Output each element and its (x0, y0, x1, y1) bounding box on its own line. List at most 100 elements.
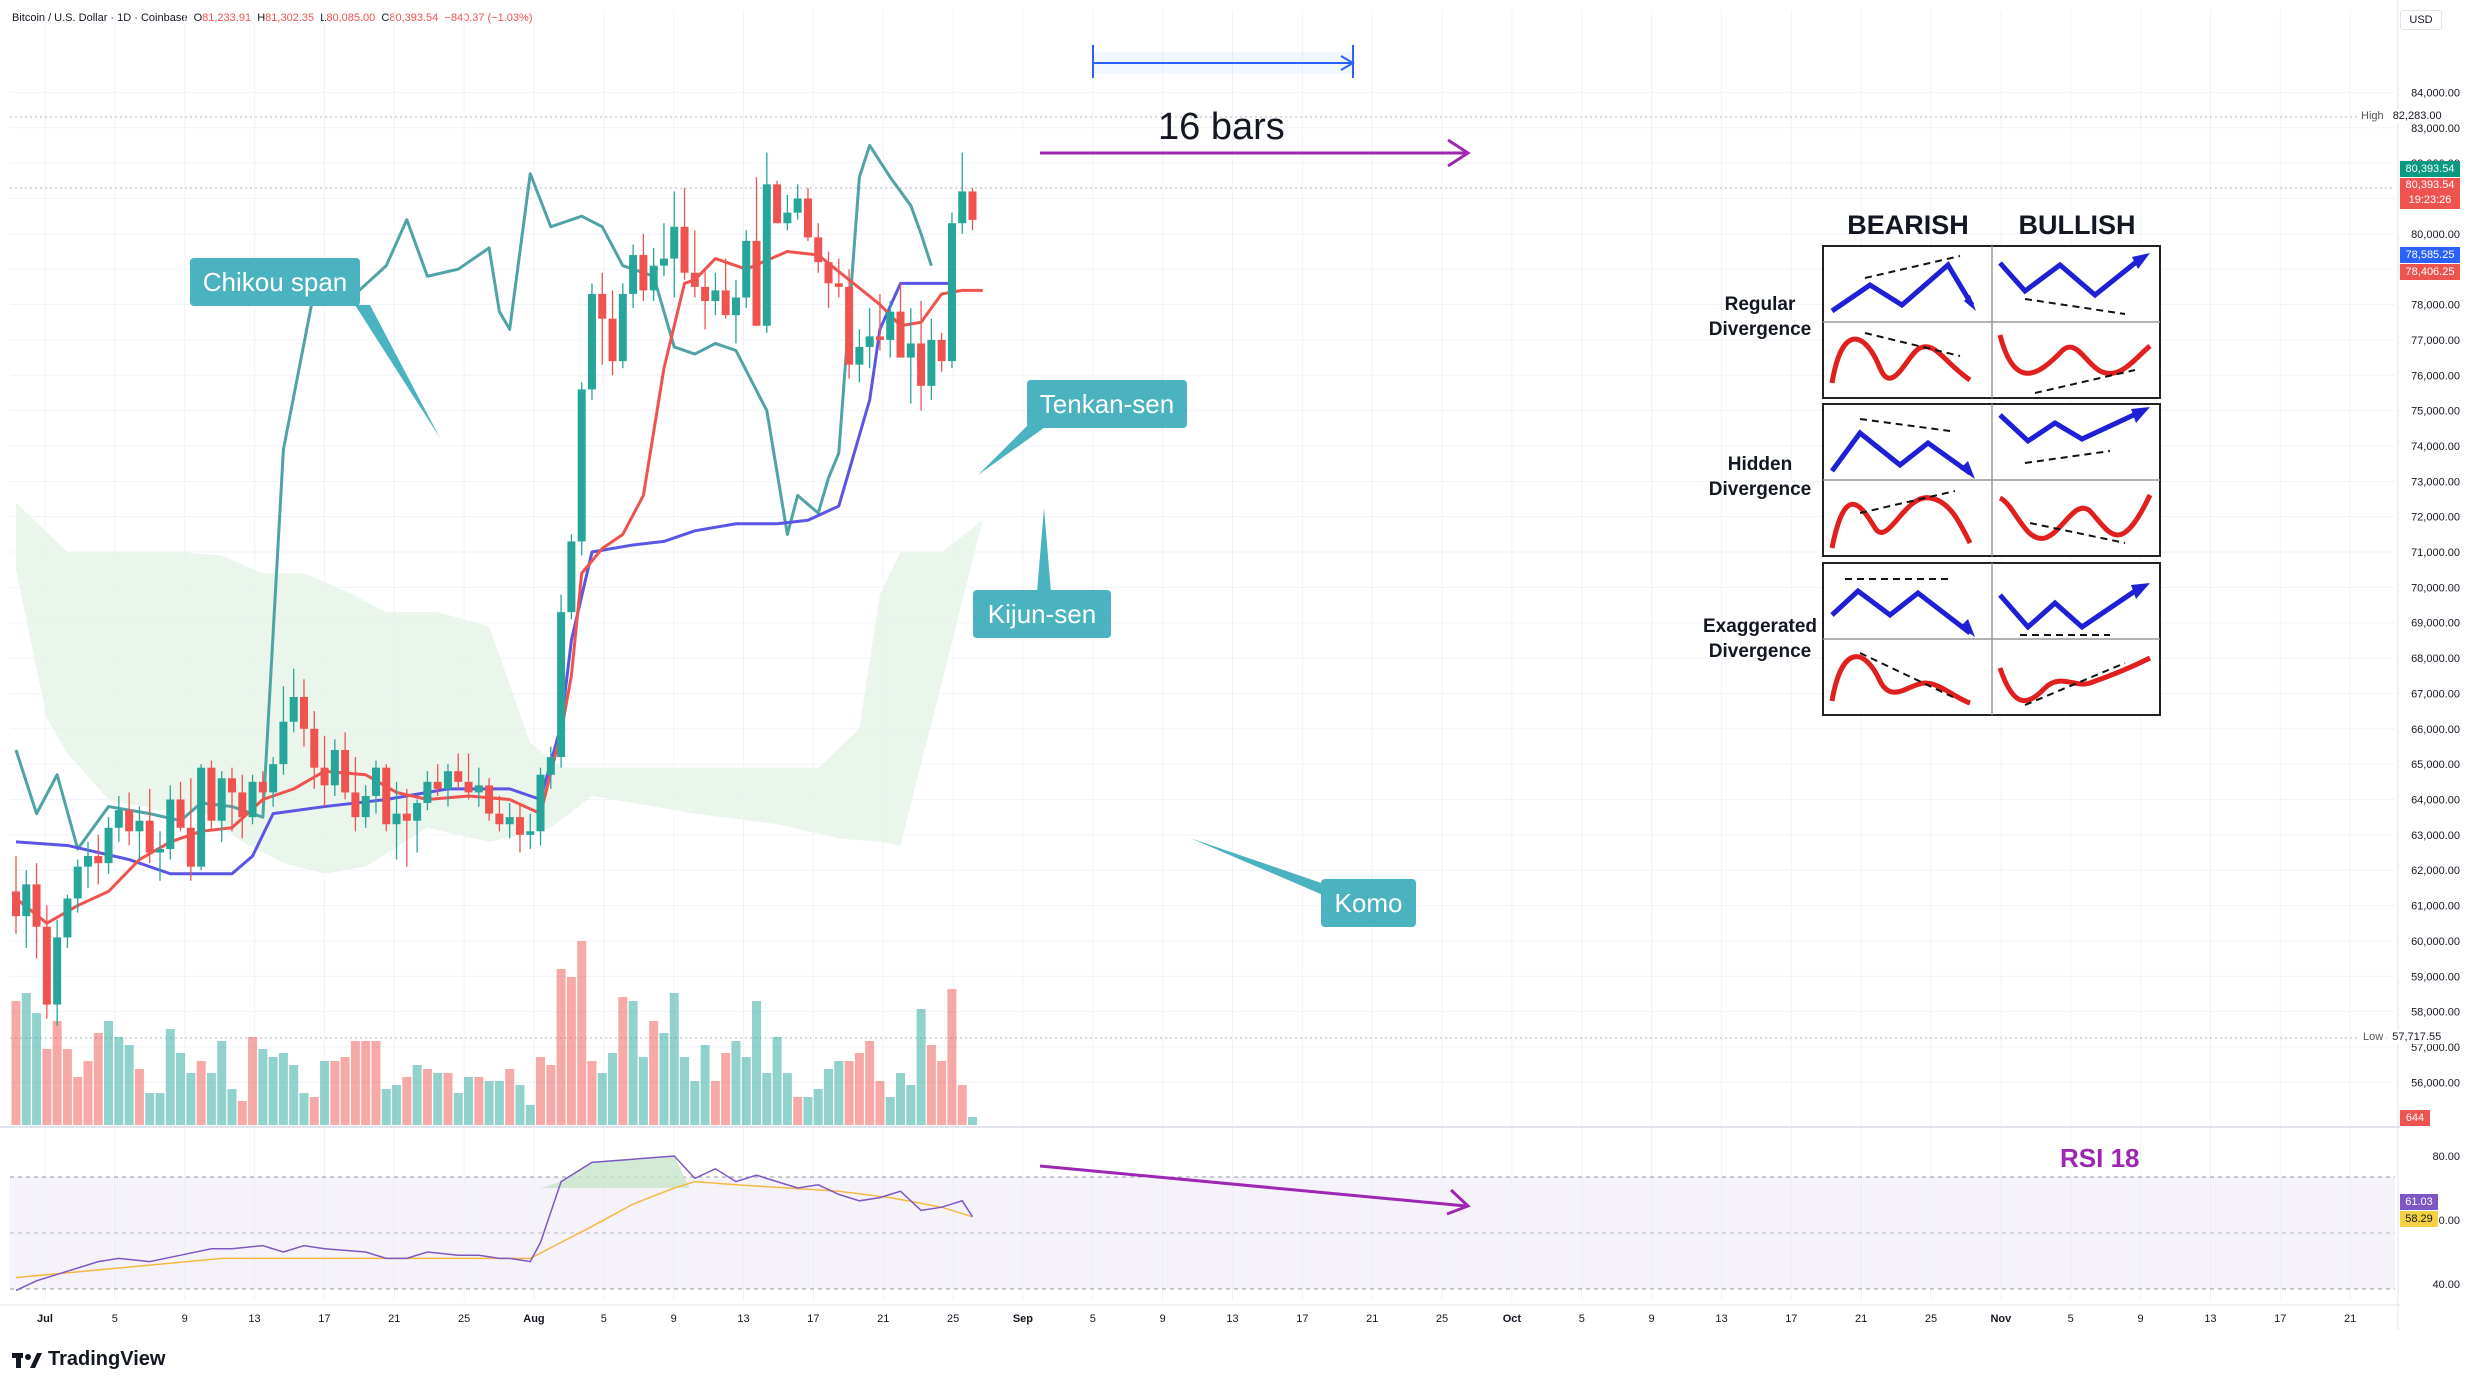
candle (299, 679, 308, 747)
time-tick-label: 13 (248, 1313, 260, 1325)
candle (690, 230, 699, 298)
volume-bar (566, 977, 576, 1125)
volume-bar (628, 1001, 638, 1125)
candle (227, 767, 236, 832)
candle-body (793, 198, 802, 213)
candle (279, 686, 288, 775)
candle (762, 152, 771, 333)
candle (371, 760, 380, 814)
low-marker: Low 57,717.55 (2360, 1030, 2445, 1044)
candle-body (659, 258, 668, 266)
volume-bar (669, 993, 679, 1125)
tradingview-brand: TradingView (48, 1348, 166, 1370)
candle-body (783, 212, 792, 224)
volume-bar (412, 1065, 422, 1125)
candle (341, 732, 350, 800)
candle-body (731, 297, 740, 316)
rsi-tick-label: 60.00 (2432, 1215, 2460, 1227)
candle-body (855, 346, 864, 365)
candle (577, 382, 586, 556)
exaggerated-divergence-cells (1829, 578, 2152, 706)
candle-body (567, 541, 576, 613)
candle (207, 760, 216, 832)
candle (536, 767, 545, 846)
time-axis[interactable]: Jul 5 9 13 17 21 25 Aug 5 9 13 17 21 25 Sep 5 9 13 17 21 25 O… (37, 1313, 2356, 1325)
candle (464, 753, 473, 800)
resistance-arrowhead (1447, 138, 1471, 168)
candle (197, 764, 206, 871)
candle-body (803, 198, 812, 238)
volume-badge: 644 (2400, 1110, 2430, 1126)
price-tick-label: 61,000.00 (2411, 901, 2460, 913)
candle (443, 764, 452, 807)
candle (248, 774, 257, 825)
price-tick-label: 77,000.00 (2411, 335, 2460, 347)
kijun-sen-line (15, 281, 952, 876)
symbol-header[interactable]: Bitcoin / U.S. Dollar · 1D · Coinbase O8… (12, 12, 533, 24)
time-tick-label: 21 (2344, 1313, 2356, 1325)
row-label-line2: Divergence (1708, 319, 1812, 340)
close-price-value: 80,393.54 (2405, 179, 2455, 191)
drawings[interactable] (355, 45, 1471, 1216)
time-tick-label: Jul (37, 1313, 53, 1325)
price-tick-label: 56,000.00 (2411, 1077, 2460, 1089)
tenkan-price-badge: 78,406.25 (2400, 264, 2460, 280)
kijun-callout[interactable]: Kijun-sen (973, 590, 1111, 638)
rsi-title-label: RSI 18 (2060, 1143, 2140, 1173)
candle (886, 301, 895, 358)
candle (423, 771, 432, 811)
time-tick-label: Aug (523, 1313, 544, 1325)
candle (752, 177, 761, 326)
tradingview-logo-icon (12, 1352, 42, 1368)
time-tick-label: 13 (1715, 1313, 1727, 1325)
volume-bar (772, 1037, 782, 1125)
volume-bar (392, 1085, 402, 1125)
tenkan-callout[interactable]: Tenkan-sen (1027, 380, 1187, 428)
candle (73, 859, 82, 913)
candle (320, 735, 329, 807)
candle (937, 332, 946, 372)
candle (495, 795, 504, 832)
kumo-area (16, 502, 983, 874)
volume-bar (834, 1061, 844, 1125)
volume-bar (844, 1061, 854, 1125)
time-tick-label: 25 (458, 1313, 470, 1325)
candle (906, 308, 915, 404)
candle (310, 711, 319, 789)
price-tick-label: 84,000.00 (2411, 87, 2460, 99)
hidden-divergence-cells (1829, 407, 2153, 549)
candle-body (310, 728, 319, 768)
komo-callout[interactable]: Komo (1321, 879, 1416, 927)
time-tick-label: 17 (807, 1313, 819, 1325)
candle-body (279, 721, 288, 765)
time-tick-label: 9 (671, 1313, 677, 1325)
volume-bar (433, 1073, 443, 1125)
chikou-callout[interactable]: Chikou span (190, 258, 360, 306)
candle (135, 806, 144, 860)
candle (927, 318, 936, 400)
currency-button[interactable]: USD (2400, 10, 2442, 30)
high-label: H (257, 12, 266, 24)
candle-body (639, 255, 648, 291)
candle (114, 795, 123, 842)
candle-body (351, 792, 360, 818)
komo-label: Komo (1334, 888, 1403, 918)
volume-bar (237, 1101, 247, 1125)
time-tick-label: 25 (947, 1313, 959, 1325)
volume-bar (443, 1073, 453, 1125)
time-tick-label: 21 (877, 1313, 889, 1325)
time-tick-label: 17 (2274, 1313, 2286, 1325)
volume-bar (217, 1041, 227, 1125)
volume-bar (968, 1117, 978, 1125)
candle-body (42, 926, 51, 1005)
price-tick-label: 74,000.00 (2411, 441, 2460, 453)
divergence-row-label-regular: Regular Divergence (1690, 292, 1830, 342)
volume-bar (649, 1021, 659, 1125)
tradingview-logo[interactable]: TradingView (12, 1348, 165, 1371)
volume-bar (52, 1021, 62, 1125)
candle-body (197, 767, 206, 867)
candle-body (413, 803, 422, 821)
candle-body (536, 774, 545, 832)
volume-bar (155, 1093, 165, 1125)
